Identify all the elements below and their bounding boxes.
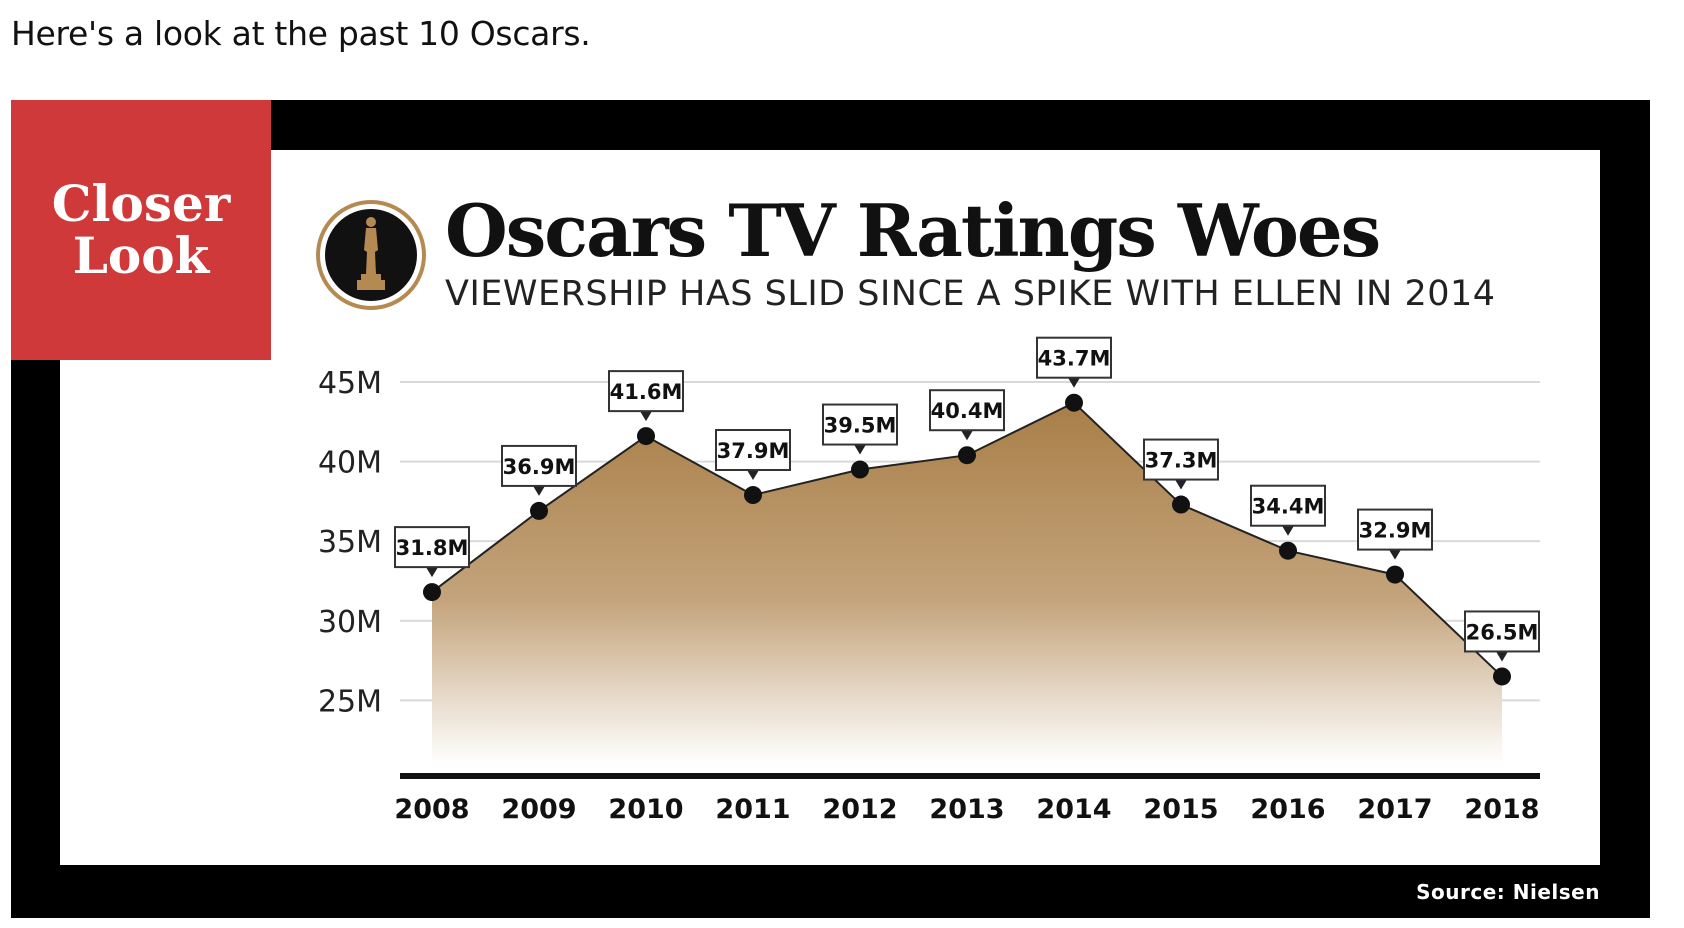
x-tick-label: 2014 bbox=[1036, 794, 1111, 825]
intro-text: Here's a look at the past 10 Oscars. bbox=[11, 14, 591, 53]
source-note: Source: Nielsen bbox=[1416, 880, 1600, 904]
data-point-2016 bbox=[1279, 541, 1297, 560]
data-point-2012 bbox=[851, 460, 869, 479]
data-label-box bbox=[1143, 438, 1219, 481]
badge-line-2: Look bbox=[72, 226, 210, 285]
x-tick-label: 2015 bbox=[1143, 794, 1218, 825]
data-label: 40.4M bbox=[931, 399, 1004, 423]
x-tick-label: 2010 bbox=[608, 794, 683, 825]
data-label-box bbox=[1357, 508, 1433, 551]
data-point-2011 bbox=[744, 486, 762, 505]
data-label: 34.4M bbox=[1252, 495, 1325, 519]
x-tick-label: 2011 bbox=[715, 794, 790, 825]
label-pointer bbox=[1282, 525, 1294, 536]
data-label: 36.9M bbox=[503, 455, 576, 479]
closer-look-badge: Closer Look bbox=[11, 100, 271, 360]
badge-line-1: Closer bbox=[51, 174, 231, 233]
x-tick-label: 2018 bbox=[1464, 794, 1539, 825]
label-pointer bbox=[533, 485, 545, 496]
chart-subtitle: VIEWERSHIP HAS SLID SINCE A SPIKE WITH E… bbox=[445, 274, 1496, 314]
x-tick-label: 2008 bbox=[394, 794, 469, 825]
area-fill bbox=[432, 402, 1502, 764]
y-tick-label: 25M bbox=[318, 684, 382, 719]
label-pointer bbox=[747, 470, 759, 481]
y-tick-label: 35M bbox=[318, 525, 382, 560]
data-label-box bbox=[822, 403, 898, 446]
oscar-statuette-icon bbox=[316, 200, 426, 310]
x-tick-label: 2013 bbox=[929, 794, 1004, 825]
data-label: 37.3M bbox=[1145, 449, 1218, 473]
data-point-2018 bbox=[1493, 667, 1511, 686]
x-tick-label: 2016 bbox=[1250, 794, 1325, 825]
label-pointer bbox=[1389, 549, 1401, 560]
chart-title: Oscars TV Ratings Woes bbox=[445, 188, 1381, 273]
x-tick-label: 2017 bbox=[1357, 794, 1432, 825]
data-label: 43.7M bbox=[1038, 347, 1111, 371]
data-point-2017 bbox=[1386, 565, 1404, 584]
data-label: 31.8M bbox=[396, 536, 469, 560]
data-label-box bbox=[715, 429, 791, 472]
label-pointer bbox=[1496, 651, 1508, 662]
data-point-2015 bbox=[1172, 495, 1190, 514]
label-pointer bbox=[1068, 377, 1080, 388]
data-point-2013 bbox=[958, 446, 976, 465]
label-pointer bbox=[426, 567, 438, 578]
data-label-box bbox=[1250, 484, 1326, 527]
data-point-2014 bbox=[1065, 393, 1083, 412]
data-label-box bbox=[1036, 336, 1112, 379]
data-label: 32.9M bbox=[1359, 519, 1432, 543]
y-tick-label: 30M bbox=[318, 605, 382, 640]
label-pointer bbox=[1175, 479, 1187, 490]
data-point-2008 bbox=[423, 583, 441, 602]
data-label: 37.9M bbox=[717, 439, 790, 463]
x-tick-label: 2012 bbox=[822, 794, 897, 825]
data-label-box bbox=[929, 389, 1005, 432]
label-pointer bbox=[961, 430, 973, 441]
data-point-2010 bbox=[637, 427, 655, 446]
data-label: 39.5M bbox=[824, 414, 897, 438]
y-tick-label: 45M bbox=[318, 366, 382, 401]
data-label-box bbox=[394, 526, 470, 569]
data-label: 41.6M bbox=[610, 380, 683, 404]
data-point-2009 bbox=[530, 501, 548, 520]
data-label: 26.5M bbox=[1466, 620, 1539, 644]
label-pointer bbox=[854, 444, 866, 455]
data-label-box bbox=[608, 370, 684, 413]
y-tick-label: 40M bbox=[318, 446, 382, 481]
x-tick-label: 2009 bbox=[501, 794, 576, 825]
data-label-box bbox=[501, 444, 577, 487]
data-label-box bbox=[1464, 610, 1540, 653]
label-pointer bbox=[640, 411, 652, 422]
